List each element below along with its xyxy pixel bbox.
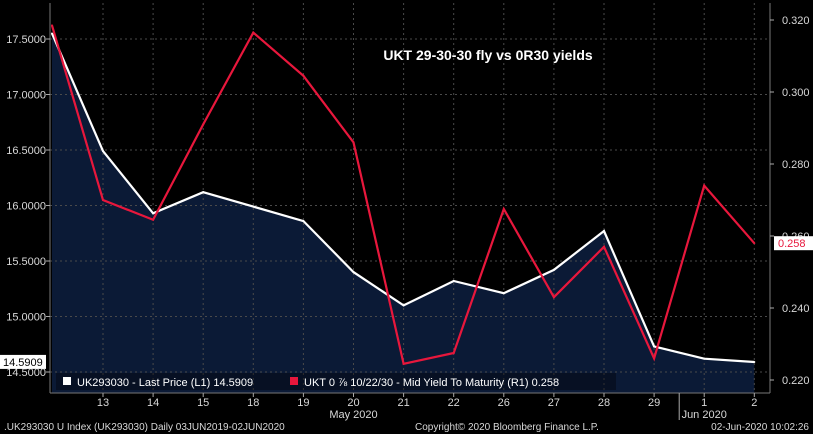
x-tick-label: 29 [648, 397, 660, 409]
right-tick-label: 0.240 [782, 303, 810, 315]
x-tick-label: 13 [97, 397, 109, 409]
legend: UK293030 - Last Price (L1) 14.5909 UKT 0… [56, 373, 616, 390]
x-tick-label: 27 [548, 397, 560, 409]
left-tick-label: 16.0000 [6, 201, 46, 213]
plot-area [52, 33, 755, 393]
series-2-point [352, 141, 355, 144]
right-tick-label: 0.280 [782, 159, 810, 171]
last-value-right-box [774, 236, 813, 251]
series-1-point [202, 191, 205, 194]
x-tick-label: 2 [751, 397, 757, 409]
footer-right: 02-Jun-2020 10:02:26 [711, 422, 809, 433]
series-1-point [152, 212, 155, 215]
last-value-left-label: 14.5909 [3, 357, 43, 369]
series-1-point [452, 279, 455, 282]
series-2-point [753, 242, 756, 245]
legend-label-series-2: UKT 0 ⅞ 10/22/30 - Mid Yield To Maturity… [304, 377, 559, 389]
series-1-point [51, 32, 53, 35]
series-lines [50, 24, 756, 366]
x-tick-label: 18 [247, 397, 259, 409]
left-tick-label: 15.0000 [6, 312, 46, 324]
series-1-point [753, 361, 756, 364]
x-month-label: Jun 2020 [682, 409, 727, 421]
legend-swatch-white [63, 377, 71, 385]
x-tick-label: 19 [297, 397, 309, 409]
left-tick-label: 16.5000 [6, 145, 46, 157]
series-2-point [603, 245, 605, 248]
series-2-point [452, 352, 455, 354]
series-2-point [653, 357, 656, 360]
series-2-point [502, 208, 505, 210]
series-2-point [202, 123, 205, 126]
series-2-point [51, 24, 53, 27]
series-1-point [252, 205, 255, 208]
right-tick-label: 0.300 [782, 87, 810, 99]
legend-box [56, 373, 616, 390]
x-tick-label: 14 [147, 397, 159, 409]
x-tick-label: 21 [397, 397, 409, 409]
left-tick-label: 15.5000 [6, 256, 46, 268]
series-1-point [302, 220, 305, 223]
left-tick-label: 14.5000 [6, 367, 46, 379]
series-1-point [102, 150, 104, 153]
last-value-left-box [0, 354, 46, 369]
x-tick-label: 26 [498, 397, 510, 409]
x-tick-label: 20 [347, 397, 359, 409]
footer-left: .UK293030 U Index (UK293030) Daily 03JUN… [4, 422, 285, 433]
right-tick-label: 0.320 [782, 15, 810, 27]
x-month-label: May 2020 [329, 409, 377, 421]
series-1-point [502, 292, 505, 295]
series-2-point [402, 362, 405, 365]
series-2-point [252, 31, 255, 34]
chart-title: UKT 29-30-30 fly vs 0R30 yields [383, 47, 593, 63]
series-1-point [653, 345, 656, 348]
footer: .UK293030 U Index (UK293030) Daily 03JUN… [4, 422, 809, 433]
series-2-point [302, 74, 305, 77]
left-tick-label: 17.0000 [6, 90, 46, 102]
right-tick-label: 0.220 [782, 375, 810, 387]
left-tick-label: 17.5000 [6, 34, 46, 46]
series-2-point [152, 218, 155, 221]
x-tick-label: 22 [448, 397, 460, 409]
series-1-point [352, 271, 355, 274]
series-1-point [703, 357, 706, 360]
series-2-point [552, 296, 555, 299]
series-2-point [102, 199, 104, 201]
footer-center: Copyright© 2020 Bloomberg Finance L.P. [415, 422, 599, 433]
legend-label-series-1: UK293030 - Last Price (L1) 14.5909 [77, 377, 253, 389]
series-2-point [703, 184, 706, 187]
series-1-point [402, 304, 405, 307]
series-1-point [552, 268, 555, 271]
series-1-area [52, 33, 755, 393]
x-tick-label: 28 [598, 397, 610, 409]
x-tick-label: 1 [701, 397, 707, 409]
axes: 17.5000 17.0000 16.5000 16.0000 15.5000 15.00… [0, 3, 813, 421]
series-1-point [603, 230, 605, 233]
last-value-right-label: 0.258 [778, 238, 806, 250]
x-tick-label: 15 [197, 397, 209, 409]
legend-swatch-red [290, 377, 298, 385]
